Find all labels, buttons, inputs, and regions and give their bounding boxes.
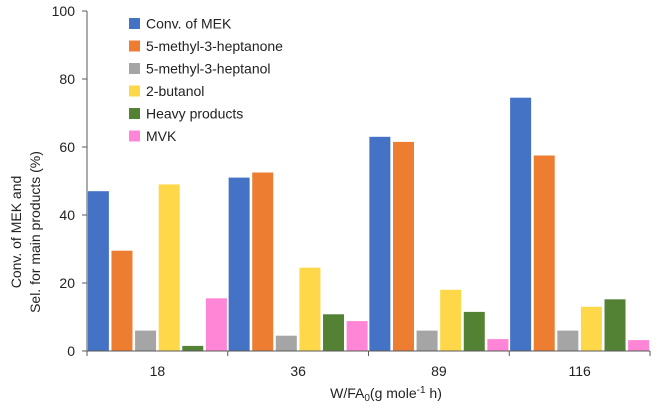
bar-mvk-36 (346, 321, 368, 351)
bars-group (87, 97, 650, 351)
bar-heavy-products-89 (463, 311, 485, 351)
legend-swatch-mvk (129, 130, 140, 142)
x-tick-label-36: 36 (290, 363, 306, 379)
x-axis-title-suffix: h) (426, 385, 442, 401)
legend-swatch-5-methyl-3-heptanone (129, 40, 140, 52)
bar-heavy-products-36 (323, 314, 345, 351)
y-tick-label-0: 0 (67, 343, 75, 359)
bar-mvk-18 (205, 298, 227, 351)
axis-titles: Conv. of MEK and Sel. for main products … (8, 151, 442, 404)
legend-swatch-conv-of-mek (129, 18, 140, 29)
bar-conv-of-mek-18 (87, 191, 109, 351)
y-axis-title-line-1: Conv. of MEK and (8, 176, 24, 289)
bar-5-methyl-3-heptanone-89 (392, 141, 414, 351)
legend-swatch-2-butanol (129, 85, 140, 97)
bar-5-methyl-3-heptanol-18 (135, 330, 157, 351)
x-axis-title-subscript: 0 (364, 393, 370, 404)
y-tick-label-100: 100 (52, 3, 76, 19)
bar-5-methyl-3-heptanol-36 (275, 335, 297, 351)
bar-5-methyl-3-heptanol-89 (416, 330, 438, 351)
x-tick-label-18: 18 (150, 363, 166, 379)
legend-label-5-methyl-3-heptanone: 5-methyl-3-heptanone (146, 38, 283, 54)
legend: Conv. of MEK 5-methyl-3-heptanone 5-methyl… (129, 16, 283, 144)
legend-label-5-methyl-3-heptanol: 5-methyl-3-heptanol (146, 61, 271, 77)
x-axis-title-middle: (g mole (370, 385, 417, 401)
legend-label-mvk: MVK (146, 128, 177, 144)
bar-2-butanol-116 (580, 306, 602, 351)
x-axis-title-superscript: -1 (417, 385, 426, 396)
x-axis-title: W/FA0(g mole-1 h) (330, 385, 442, 404)
bar-5-methyl-3-heptanol-116 (557, 330, 579, 351)
bar-5-methyl-3-heptanone-36 (252, 172, 274, 351)
bar-mvk-116 (628, 340, 650, 351)
legend-swatch-5-methyl-3-heptanol (129, 63, 140, 74)
bar-conv-of-mek-36 (228, 177, 250, 351)
bar-5-methyl-3-heptanone-18 (111, 250, 133, 351)
legend-label-2-butanol: 2-butanol (146, 83, 204, 99)
legend-label-conv-of-mek: Conv. of MEK (146, 16, 232, 32)
y-axis-title-line-2: Sel. for main products (%) (27, 151, 43, 313)
x-tick-label-116: 116 (568, 363, 591, 379)
bar-conv-of-mek-89 (369, 136, 391, 351)
bar-2-butanol-89 (440, 289, 462, 351)
bar-heavy-products-116 (604, 299, 626, 351)
bar-5-methyl-3-heptanone-116 (533, 155, 555, 351)
y-tick-label-40: 40 (59, 207, 75, 223)
bar-heavy-products-18 (182, 345, 204, 351)
y-tick-label-20: 20 (59, 275, 75, 291)
legend-label-heavy-products: Heavy products (146, 106, 243, 122)
x-tick-label-89: 89 (431, 363, 447, 379)
x-axis-title-prefix: W/FA (330, 385, 365, 401)
axes-group: 0 20 40 60 80 100 18 36 89 116 (52, 3, 651, 379)
bar-2-butanol-18 (158, 184, 180, 351)
y-tick-label-80: 80 (59, 71, 75, 87)
legend-swatch-heavy-products (129, 108, 140, 119)
y-tick-label-60: 60 (59, 139, 75, 155)
bar-conv-of-mek-116 (510, 97, 532, 351)
bar-mvk-89 (487, 339, 509, 351)
bar-2-butanol-36 (299, 267, 321, 351)
